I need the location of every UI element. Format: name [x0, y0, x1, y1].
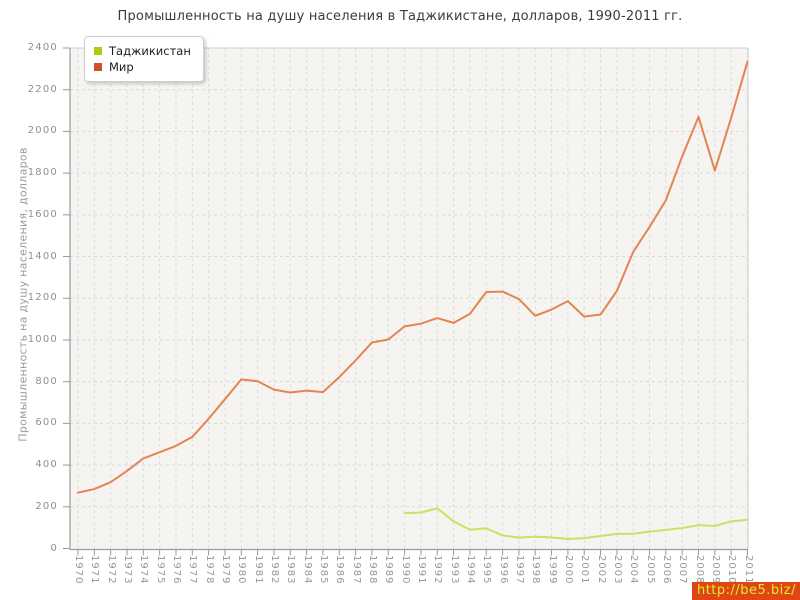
x-tick-label: 1992: [432, 555, 444, 585]
x-tick-label: 1978: [203, 555, 215, 585]
x-tick-label: 1996: [497, 555, 509, 585]
x-tick-label: 2002: [595, 555, 607, 585]
x-tick-label: 1970: [73, 555, 84, 585]
legend-swatch-world-icon: [94, 63, 102, 71]
x-tick-label: 2000: [562, 555, 574, 585]
y-tick-label: 2000: [27, 125, 58, 137]
y-tick-label: 1000: [27, 333, 58, 345]
x-tick-label: 2001: [579, 555, 591, 585]
x-tick-label: 2008: [693, 555, 705, 585]
x-tick-label: 1986: [334, 555, 346, 585]
y-tick-label: 1400: [27, 250, 58, 262]
y-tick-label: 200: [35, 500, 58, 512]
x-tick-label: 1989: [383, 555, 395, 585]
x-tick-label: 1994: [464, 555, 476, 585]
x-tick-label: 1983: [285, 555, 297, 585]
x-tick-label: 1995: [481, 555, 493, 585]
x-tick-label: 1982: [268, 555, 280, 585]
x-tick-label: 1980: [236, 555, 248, 585]
y-tick-label: 800: [35, 375, 58, 387]
x-tick-label: 1993: [448, 555, 460, 585]
x-tick-label: 1977: [187, 555, 199, 585]
x-tick-label: 1985: [317, 555, 329, 585]
x-tick-label: 1976: [170, 555, 182, 585]
x-tick-label: 2006: [660, 555, 672, 585]
x-tick-label: 2011: [742, 555, 754, 585]
x-tick-label: 1997: [513, 555, 525, 585]
x-tick-label: 1973: [121, 555, 133, 585]
y-tick-label: 600: [35, 417, 58, 429]
legend-swatch-tajikistan-icon: [94, 47, 102, 55]
legend: Таджикистан Мир: [84, 36, 204, 82]
y-tick-label: 400: [35, 459, 58, 471]
y-tick-label: 2400: [27, 42, 58, 53]
x-tick-label: 1998: [530, 555, 542, 585]
x-tick-label: 1987: [350, 555, 362, 585]
x-tick-label: 1974: [138, 555, 150, 585]
watermark-link[interactable]: http://be5.biz/: [691, 582, 800, 600]
x-tick-label: 1981: [252, 555, 264, 585]
y-tick-label: 1200: [27, 292, 58, 304]
y-tick-label: 2200: [27, 83, 58, 95]
x-tick-label: 2005: [644, 555, 656, 585]
x-tick-label: 2007: [677, 555, 689, 585]
x-tick-label: 2009: [709, 555, 721, 585]
y-tick-label: 0: [50, 542, 58, 554]
x-tick-label: 1990: [399, 555, 411, 585]
legend-item-world: Мир: [94, 60, 191, 74]
chart-title: Промышленность на душу населения в Таджи…: [117, 9, 683, 24]
x-tick-label: 1984: [301, 555, 313, 585]
x-tick-label: 1979: [219, 555, 231, 585]
x-tick-label: 1975: [154, 555, 166, 585]
legend-item-tajikistan: Таджикистан: [94, 44, 191, 58]
y-tick-label: 1800: [27, 167, 58, 179]
y-tick-label: 1600: [27, 208, 58, 220]
x-tick-label: 2004: [628, 555, 640, 585]
x-tick-label: 1971: [89, 555, 101, 585]
x-tick-label: 1972: [105, 555, 117, 585]
x-tick-label: 1999: [546, 555, 558, 585]
legend-label: Мир: [109, 60, 134, 74]
x-tick-label: 1988: [366, 555, 378, 585]
x-tick-label: 2010: [726, 555, 738, 585]
x-tick-label: 2003: [611, 555, 623, 585]
x-tick-label: 1991: [415, 555, 427, 585]
legend-label: Таджикистан: [109, 44, 191, 58]
